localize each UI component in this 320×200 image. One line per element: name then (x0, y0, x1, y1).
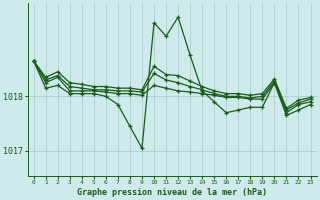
X-axis label: Graphe pression niveau de la mer (hPa): Graphe pression niveau de la mer (hPa) (77, 188, 267, 197)
